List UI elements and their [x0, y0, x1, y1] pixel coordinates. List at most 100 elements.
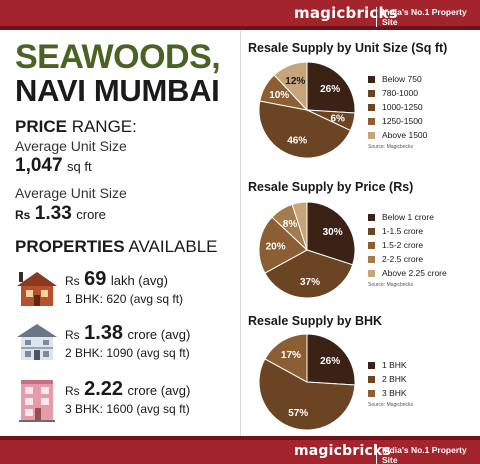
legend-label: 1.5-2 crore [382, 240, 424, 250]
price-range-heading: PRICE RANGE: [15, 117, 137, 136]
legend-swatch [368, 103, 375, 111]
pie-label-2-2-5-crore: 8% [283, 219, 298, 230]
legend-item-above-1500: Above 1500 [368, 128, 427, 142]
pie-label-3-bhk: 17% [281, 350, 301, 361]
legend-item-1-5-2-crore: 1.5-2 crore [368, 238, 447, 252]
brand-logo-top: magicbricks [294, 4, 398, 22]
legend-label: Below 1 crore [382, 212, 434, 222]
legend-swatch [368, 361, 375, 369]
property-3bhk-desc: 3 BHK: 1600 (avg sq ft) [65, 402, 190, 416]
pie-slice-2-bhk [258, 358, 356, 431]
property-3bhk-price: Rs 2.22 crore (avg) [65, 378, 191, 400]
legend-label: 2-2.5 crore [382, 254, 424, 264]
chart-price-title: Resale Supply by Price (Rs) [248, 180, 414, 194]
pie-label-1250-1500: 10% [269, 90, 289, 101]
house-1bhk-icon [17, 272, 57, 306]
location-line-2: NAVI MUMBAI [15, 73, 220, 108]
legend-label: 1 BHK [382, 360, 407, 370]
header-stripe [0, 26, 480, 30]
legend-label: 1-1.5 crore [382, 226, 424, 236]
pie-slice-below-1-crore [306, 201, 356, 266]
pie-slice-1-bhk [306, 333, 356, 386]
legend-swatch [368, 389, 375, 397]
legend-label: 3 BHK [382, 388, 407, 398]
chart-bhk-title: Resale Supply by BHK [248, 314, 383, 328]
legend-item-2-2-5-crore: 2-2.5 crore [368, 252, 447, 266]
legend-item-2-bhk: 2 BHK [368, 372, 407, 386]
legend-swatch [368, 255, 375, 263]
legend-item-1-1-5-crore: 1-1.5 crore [368, 224, 447, 238]
source-bhk: Source: Magicbricks [368, 402, 414, 408]
legend-item-below-1-crore: Below 1 crore [368, 210, 447, 224]
source-unit-size: Source: Magicbricks [368, 144, 414, 150]
pie-label-780-1000: 6% [330, 113, 345, 124]
property-2bhk: Rs 1.38 crore (avg) 2 BHK: 1090 (avg sq … [15, 322, 235, 370]
footer-stripe [0, 436, 480, 440]
avg-size-value: 1,047 sq ft [15, 155, 92, 176]
pie-label-above-2-25-crore: 5% [291, 198, 306, 199]
pie-slice-below-750 [306, 61, 356, 114]
pie-slice-above-1500 [273, 61, 308, 112]
legend-bhk: 1 BHK 2 BHK 3 BHK [368, 358, 407, 400]
legend-label: 1250-1500 [382, 116, 423, 126]
legend-price: Below 1 crore 1-1.5 crore 1.5-2 crore 2-2.5… [368, 210, 447, 280]
pie-slice-1000-1250 [258, 100, 352, 159]
house-3bhk-icon [19, 380, 55, 422]
pie-slice-1-5-2-crore [258, 216, 308, 274]
legend-swatch [368, 75, 375, 83]
pie-chart-price: 30% 37% 20% 8% 5% [258, 198, 356, 299]
legend-swatch [368, 117, 375, 125]
brand-tagline-top: India's No.1 Property Site [376, 7, 480, 27]
legend-label: 780-1000 [382, 88, 418, 98]
legend-item-3-bhk: 3 BHK [368, 386, 407, 400]
source-price: Source: Magicbricks [368, 282, 414, 288]
pie-label-below-750: 26% [320, 84, 340, 95]
legend-swatch [368, 241, 375, 249]
pie-label-1-1-5-crore: 37% [300, 277, 320, 288]
pie-label-above-1500: 12% [285, 76, 305, 87]
legend-label: Above 1500 [382, 130, 428, 140]
location-line-1: SEAWOODS, [15, 38, 221, 76]
pie-label-2-bhk: 57% [288, 408, 308, 419]
legend-swatch [368, 375, 375, 383]
pie-label-1-5-2-crore: 20% [266, 242, 286, 253]
property-2bhk-desc: 2 BHK: 1090 (avg sq ft) [65, 346, 190, 360]
legend-item-below-750: Below 750 [368, 72, 427, 86]
legend-item-780-1000: 780-1000 [368, 86, 427, 100]
house-2bhk-icon [17, 324, 57, 360]
legend-label: 2 BHK [382, 374, 407, 384]
avg-price-value: Rs 1.33 crore [15, 203, 106, 224]
avg-price-label: Average Unit Size [15, 185, 127, 201]
legend-swatch [368, 269, 375, 277]
brand-logo-bottom: magicbricks [294, 443, 392, 459]
legend-item-1-bhk: 1 BHK [368, 358, 407, 372]
property-1bhk-desc: 1 BHK: 620 (avg sq ft) [65, 292, 184, 306]
legend-swatch [368, 89, 375, 97]
pie-slice-3-bhk [264, 333, 308, 383]
legend-item-1000-1250: 1000-1250 [368, 100, 427, 114]
footer-bar [0, 440, 480, 464]
legend-label: Below 750 [382, 74, 422, 84]
legend-swatch [368, 131, 375, 139]
header-bar [0, 0, 480, 26]
legend-swatch [368, 227, 375, 235]
legend-item-1250-1500: 1250-1500 [368, 114, 427, 128]
pie-chart-unit-size: 26% 6% 46% 10% 12% [258, 61, 356, 159]
pie-slice-above-2-25-crore [291, 201, 308, 251]
pie-slice-1-1-5-crore [264, 249, 354, 299]
property-1bhk-price: Rs 69 lakh (avg) [65, 268, 168, 290]
pie-label-1-bhk: 26% [320, 356, 340, 367]
legend-item-above-2-25-crore: Above 2.25 crore [368, 266, 447, 280]
property-1bhk: Rs 69 lakh (avg) 1 BHK: 620 (avg sq ft) [15, 268, 235, 316]
property-2bhk-price: Rs 1.38 crore (avg) [65, 322, 191, 344]
chart-unit-size-title: Resale Supply by Unit Size (Sq ft) [248, 41, 448, 55]
brand-tagline-bottom: India's No.1 Property Site [376, 445, 480, 464]
pie-label-below-1-crore: 30% [323, 227, 343, 238]
pie-chart-bhk: 26% 57% 17% [258, 333, 356, 431]
property-3bhk: Rs 2.22 crore (avg) 3 BHK: 1600 (avg sq … [15, 378, 235, 426]
legend-label: Above 2.25 crore [382, 268, 447, 278]
avg-size-label: Average Unit Size [15, 138, 127, 154]
legend-unit-size: Below 750 780-1000 1000-1250 1250-1500 Above… [368, 72, 427, 142]
legend-swatch [368, 213, 375, 221]
legend-label: 1000-1250 [382, 102, 423, 112]
